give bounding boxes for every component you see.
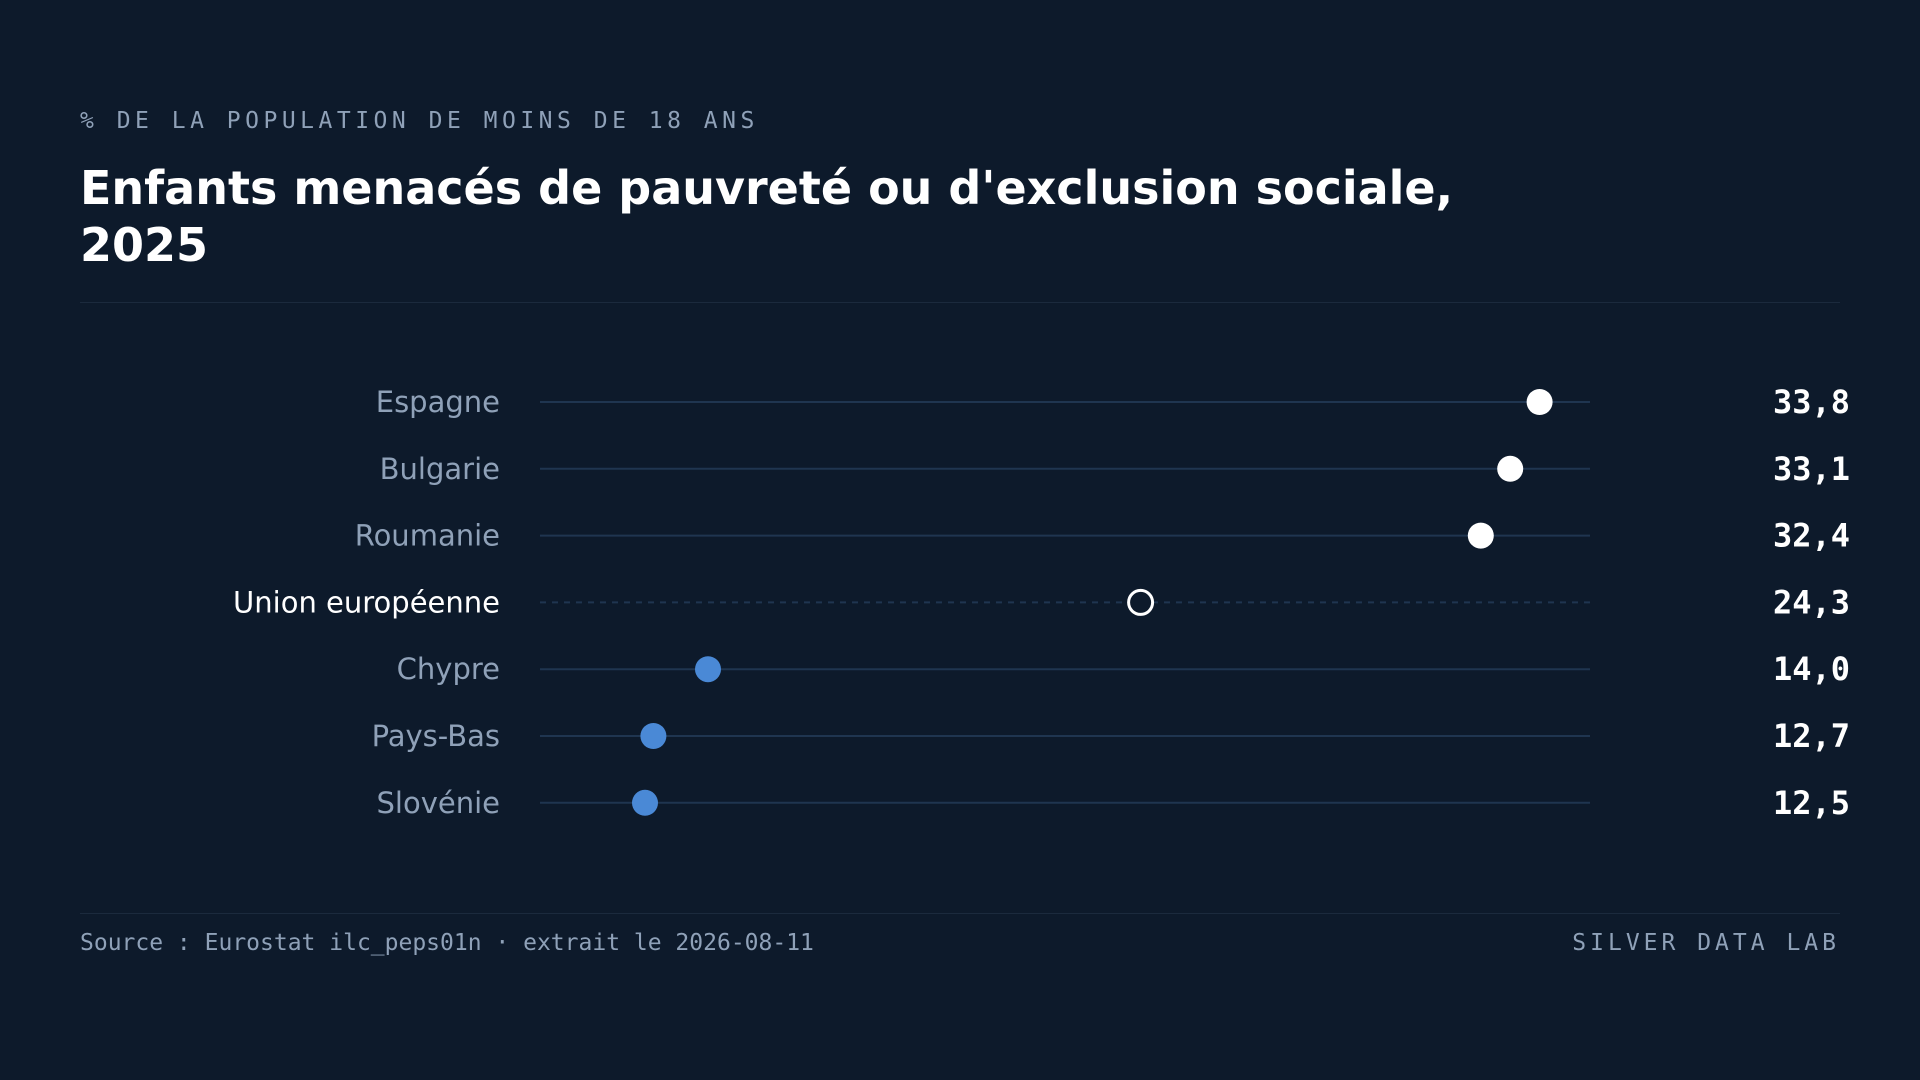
value-label: 33,1 [1773, 450, 1850, 488]
header-divider [80, 302, 1840, 303]
data-dot [1467, 522, 1494, 549]
category-label: Slovénie [377, 786, 501, 820]
value-label: 32,4 [1773, 517, 1850, 555]
category-label: Espagne [376, 385, 500, 419]
chart-subtitle: % DE LA POPULATION DE MOINS DE 18 ANS [80, 108, 759, 134]
value-label: 24,3 [1773, 583, 1850, 621]
reference-dot [1127, 588, 1155, 616]
brand-label: SILVER DATA LAB [1572, 930, 1840, 956]
category-label: Pays-Bas [372, 719, 500, 753]
category-label: Chypre [397, 652, 500, 686]
data-dot [695, 656, 721, 683]
value-label: 12,5 [1773, 784, 1850, 822]
value-label: 14,0 [1773, 650, 1850, 688]
data-dot [1526, 389, 1553, 415]
data-dot [632, 789, 658, 816]
value-label: 33,8 [1773, 383, 1850, 421]
category-label: Bulgarie [380, 452, 500, 486]
category-label: Union européenne [233, 585, 500, 619]
footer-divider [80, 913, 1840, 914]
chart-title: Enfants menacés de pauvreté ou d'exclusi… [80, 161, 1454, 272]
data-dot [640, 723, 667, 749]
value-label: 12,7 [1773, 717, 1850, 755]
source-note: Source : Eurostat ilc_peps01n · extrait … [80, 930, 814, 956]
category-label: Roumanie [355, 519, 500, 553]
data-dot [1497, 455, 1524, 482]
